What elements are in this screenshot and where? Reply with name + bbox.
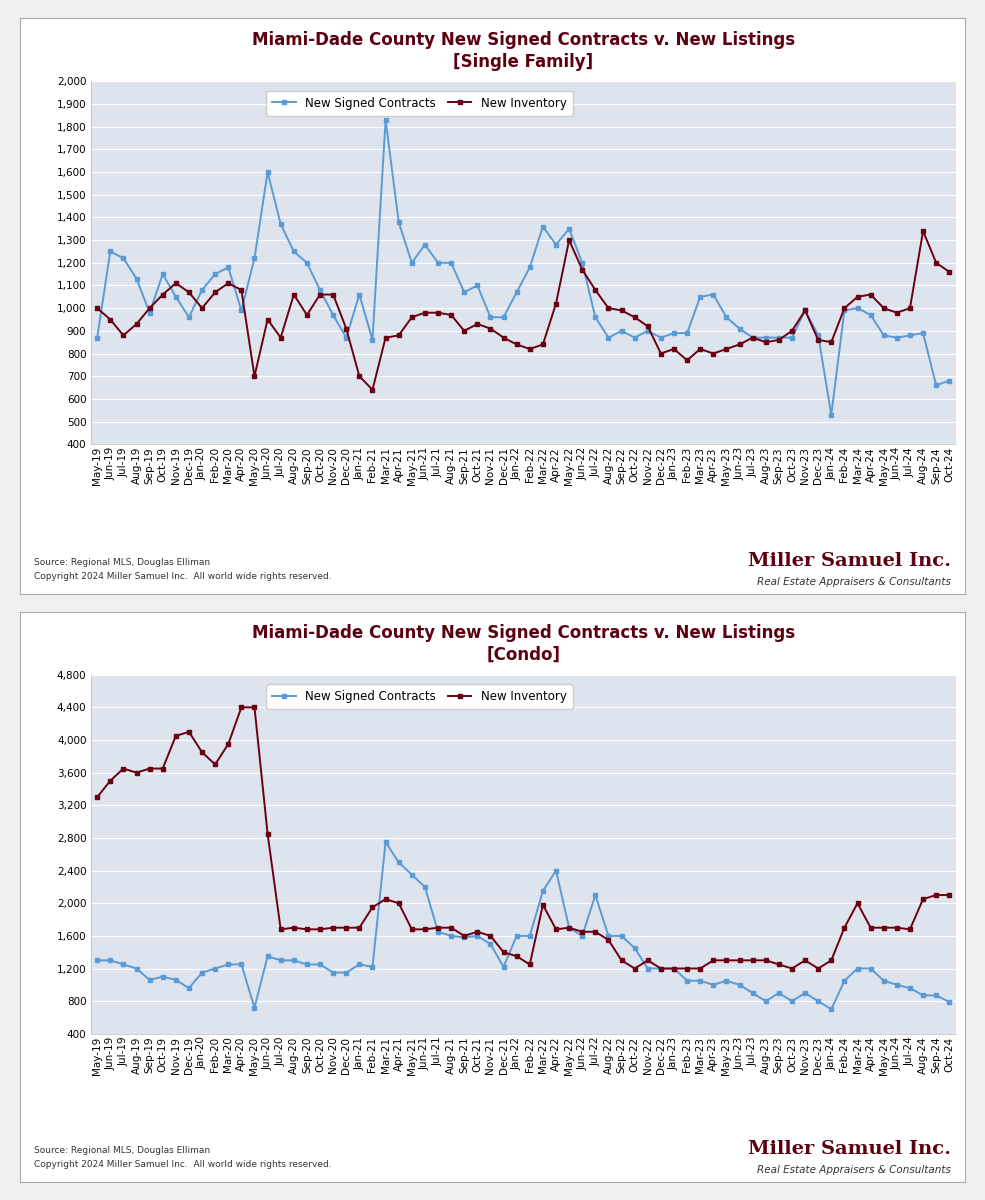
New Inventory bbox=[472, 924, 484, 938]
Text: Copyright 2024 Miller Samuel Inc.  All world wide rights reserved.: Copyright 2024 Miller Samuel Inc. All wo… bbox=[34, 1160, 332, 1170]
Text: [Condo]: [Condo] bbox=[487, 646, 560, 664]
New Signed Contracts bbox=[825, 1002, 837, 1016]
New Inventory bbox=[92, 301, 103, 316]
Text: Copyright 2024 Miller Samuel Inc.  All world wide rights reserved.: Copyright 2024 Miller Samuel Inc. All wo… bbox=[34, 572, 332, 581]
Text: Miller Samuel Inc.: Miller Samuel Inc. bbox=[748, 552, 951, 570]
New Inventory bbox=[628, 961, 640, 976]
New Inventory bbox=[157, 761, 168, 775]
New Inventory bbox=[773, 332, 785, 347]
New Signed Contracts bbox=[379, 113, 391, 127]
New Signed Contracts bbox=[92, 953, 103, 967]
New Signed Contracts bbox=[157, 970, 168, 984]
Text: Miami-Dade County New Signed Contracts v. New Listings: Miami-Dade County New Signed Contracts v… bbox=[252, 31, 795, 49]
New Inventory bbox=[917, 224, 929, 239]
New Signed Contracts bbox=[825, 408, 837, 422]
Text: Miami-Dade County New Signed Contracts v. New Listings: Miami-Dade County New Signed Contracts v… bbox=[252, 624, 795, 642]
New Inventory bbox=[235, 700, 247, 714]
Text: Real Estate Appraisers & Consultants: Real Estate Appraisers & Consultants bbox=[756, 576, 951, 587]
New Signed Contracts bbox=[379, 835, 391, 850]
New Signed Contracts bbox=[472, 929, 484, 943]
New Inventory bbox=[366, 383, 378, 397]
New Inventory bbox=[354, 370, 365, 384]
New Inventory bbox=[92, 790, 103, 804]
Text: Miller Samuel Inc.: Miller Samuel Inc. bbox=[748, 1140, 951, 1158]
New Inventory bbox=[366, 900, 378, 914]
New Signed Contracts bbox=[301, 958, 313, 972]
New Signed Contracts bbox=[354, 958, 365, 972]
New Inventory bbox=[786, 961, 798, 976]
New Signed Contracts bbox=[944, 373, 955, 388]
New Signed Contracts bbox=[944, 995, 955, 1009]
New Signed Contracts bbox=[157, 266, 168, 281]
Line: New Inventory: New Inventory bbox=[96, 706, 951, 970]
New Signed Contracts bbox=[92, 330, 103, 344]
Line: New Signed Contracts: New Signed Contracts bbox=[96, 119, 951, 416]
New Signed Contracts bbox=[472, 278, 484, 293]
New Inventory bbox=[314, 922, 326, 936]
Text: Source: Regional MLS, Douglas Elliman: Source: Regional MLS, Douglas Elliman bbox=[34, 1146, 211, 1156]
New Inventory bbox=[944, 888, 955, 902]
Text: [Single Family]: [Single Family] bbox=[453, 53, 593, 71]
Text: Real Estate Appraisers & Consultants: Real Estate Appraisers & Consultants bbox=[756, 1165, 951, 1175]
Line: New Inventory: New Inventory bbox=[96, 229, 951, 391]
New Signed Contracts bbox=[773, 985, 785, 1000]
New Inventory bbox=[485, 322, 496, 336]
New Inventory bbox=[485, 929, 496, 943]
New Signed Contracts bbox=[301, 256, 313, 270]
New Signed Contracts bbox=[773, 330, 785, 344]
New Signed Contracts bbox=[354, 287, 365, 301]
New Inventory bbox=[301, 307, 313, 322]
New Inventory bbox=[157, 287, 168, 301]
New Signed Contracts bbox=[485, 310, 496, 324]
New Inventory bbox=[472, 317, 484, 331]
New Signed Contracts bbox=[485, 937, 496, 952]
New Inventory bbox=[944, 265, 955, 280]
Legend: New Signed Contracts, New Inventory: New Signed Contracts, New Inventory bbox=[266, 684, 572, 709]
Legend: New Signed Contracts, New Inventory: New Signed Contracts, New Inventory bbox=[266, 91, 572, 115]
Text: Source: Regional MLS, Douglas Elliman: Source: Regional MLS, Douglas Elliman bbox=[34, 558, 211, 566]
Line: New Signed Contracts: New Signed Contracts bbox=[96, 840, 951, 1010]
